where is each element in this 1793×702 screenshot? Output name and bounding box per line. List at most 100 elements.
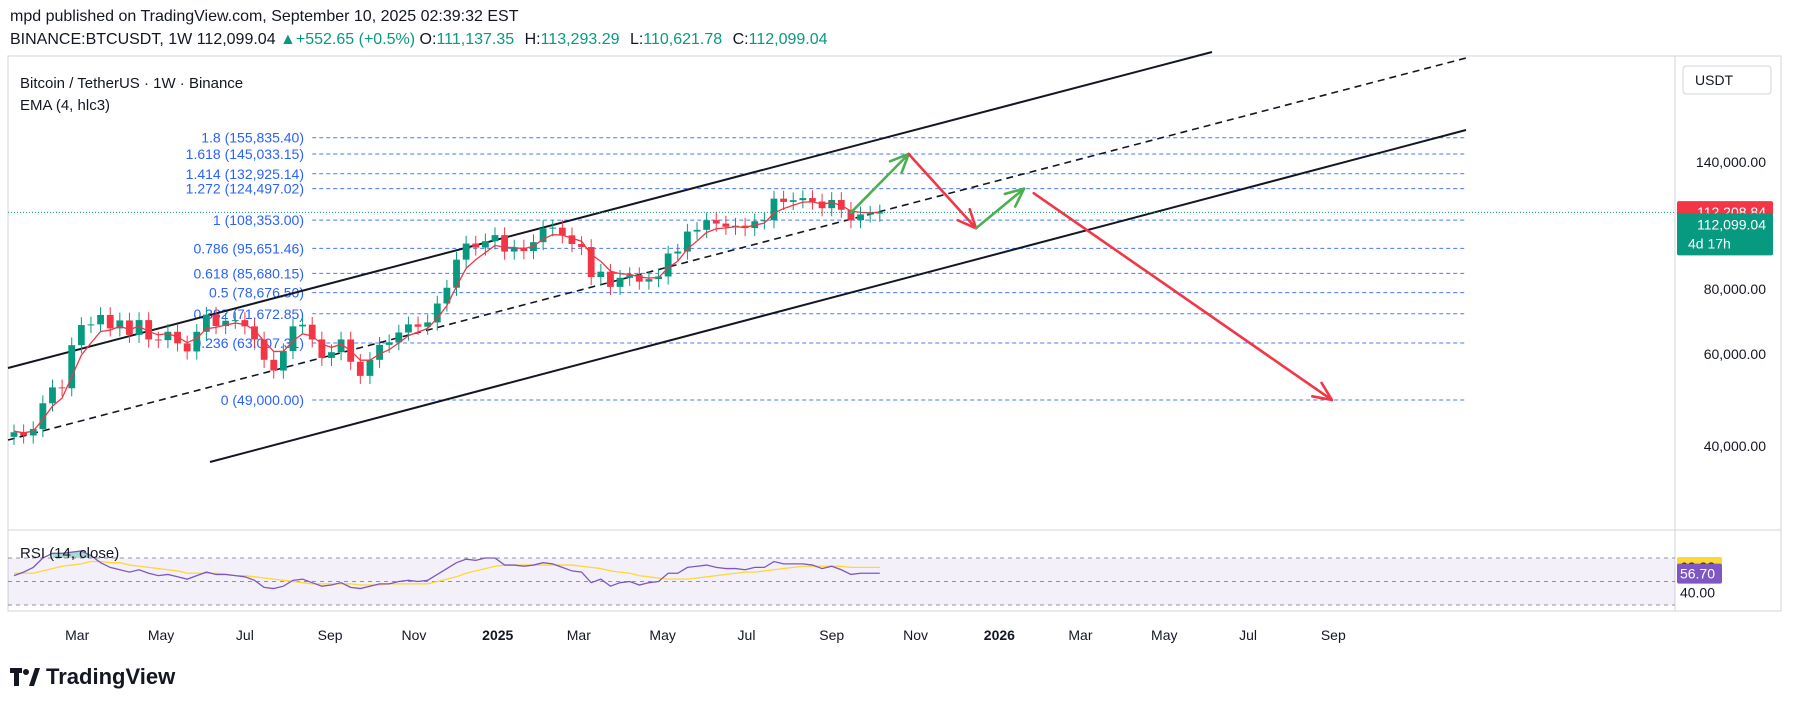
candle-body bbox=[106, 314, 114, 329]
fib-level-label: 1.272 (124,497.02) bbox=[186, 181, 304, 197]
time-tick-label: Sep bbox=[819, 627, 844, 643]
candle-body bbox=[231, 320, 239, 322]
candlestick-series bbox=[10, 190, 884, 445]
high-label: H: bbox=[524, 31, 541, 48]
publisher-line: mpd published on TradingView.com, Septem… bbox=[10, 8, 519, 25]
currency-label: USDT bbox=[1695, 72, 1734, 88]
candle-body bbox=[876, 212, 884, 214]
channel-lower-line bbox=[209, 129, 1467, 463]
candle-body bbox=[578, 244, 585, 248]
time-tick-label: Nov bbox=[903, 627, 928, 643]
candle-body bbox=[39, 403, 47, 430]
last-price-tag-label: 112,099.04 bbox=[1697, 216, 1766, 232]
candle-body bbox=[866, 213, 874, 215]
rsi-band bbox=[8, 557, 1675, 606]
candle-body bbox=[97, 314, 104, 325]
projection-arrow-red bbox=[1032, 191, 1334, 402]
price-tick-label: 140,000.00 bbox=[1696, 154, 1766, 170]
close-value: 112,099.04 bbox=[748, 31, 828, 48]
candle-body bbox=[809, 198, 816, 202]
projection-arrow-green bbox=[849, 152, 910, 214]
candle-body bbox=[29, 429, 37, 436]
open-value: 111,137.35 bbox=[436, 31, 515, 48]
candle-body bbox=[356, 361, 364, 376]
legend-title: Bitcoin / TetherUS · 1W · Binance bbox=[20, 75, 243, 92]
candle-body bbox=[328, 352, 335, 358]
candle-body bbox=[433, 303, 441, 323]
candle-body bbox=[501, 235, 509, 252]
time-tick-label: Mar bbox=[1068, 627, 1092, 643]
candle-body bbox=[857, 214, 864, 221]
time-tick-label: Mar bbox=[567, 627, 591, 643]
logo-text: TradingView bbox=[46, 664, 176, 689]
candle-body bbox=[212, 314, 220, 327]
fib-level-label: 0 (49,000.00) bbox=[221, 392, 304, 408]
candle-body bbox=[645, 279, 653, 282]
price-axis[interactable]: 140,000.00100,000.0080,000.0060,000.0040… bbox=[1677, 154, 1773, 600]
rsi-tick-label: 40.00 bbox=[1680, 584, 1715, 600]
candle-body bbox=[703, 220, 711, 230]
candle-body bbox=[693, 229, 701, 232]
time-tick-label: May bbox=[649, 627, 675, 643]
candle-body bbox=[279, 351, 287, 371]
chart-frame bbox=[7, 55, 1782, 612]
candle-body bbox=[405, 324, 412, 333]
candle-body bbox=[193, 331, 201, 352]
candle-body bbox=[222, 320, 230, 327]
candle-body bbox=[145, 320, 153, 340]
candle-body bbox=[87, 324, 95, 326]
candle-body bbox=[299, 324, 306, 327]
arrow-head-icon bbox=[1310, 381, 1334, 402]
last-price-tag bbox=[1677, 213, 1773, 256]
candle-body bbox=[568, 235, 576, 245]
candle-body bbox=[760, 220, 768, 222]
low-label: L: bbox=[629, 31, 644, 48]
candle-body bbox=[770, 198, 778, 221]
close-label: C: bbox=[732, 31, 749, 48]
currency-button[interactable] bbox=[1682, 65, 1772, 95]
rsi-series bbox=[13, 550, 880, 590]
candle-body bbox=[722, 223, 730, 227]
symbol-ohlc-bar: BINANCE:BTCUSDT, 1W 112,099.04 ▲+552.65 … bbox=[10, 31, 834, 49]
candle-body bbox=[337, 339, 345, 353]
candle-body bbox=[270, 359, 278, 371]
low-value: 110,621.78 bbox=[643, 31, 723, 48]
candle-body bbox=[308, 324, 316, 340]
candle-body bbox=[780, 198, 787, 202]
ema-line bbox=[8, 201, 1675, 434]
candle-body bbox=[597, 271, 605, 277]
candle-body bbox=[626, 275, 634, 278]
candle-body bbox=[260, 339, 268, 360]
candle-body bbox=[116, 320, 124, 329]
candle-body bbox=[510, 247, 518, 252]
candle-body bbox=[203, 314, 210, 332]
legend-ema: EMA (4, hlc3) bbox=[20, 97, 110, 114]
time-tick-label: Sep bbox=[318, 627, 343, 643]
candle-body bbox=[395, 332, 403, 343]
symbol-label[interactable]: BINANCE:BTCUSDT, 1W bbox=[10, 31, 193, 48]
time-axis[interactable]: Mar May Jul Sep Nov 2025 Mar May Jul Sep Nov 2026 Ma… bbox=[65, 627, 1346, 643]
candle-body bbox=[539, 228, 547, 243]
time-tick-label: May bbox=[1151, 627, 1177, 643]
candle-body bbox=[462, 243, 470, 260]
fib-level-label: 0.236 (63,007.31) bbox=[193, 335, 304, 351]
candle-body bbox=[376, 344, 383, 360]
candle-body bbox=[616, 277, 624, 287]
bar-countdown-label: 4d 17h bbox=[1688, 235, 1731, 251]
candle-body bbox=[58, 387, 66, 389]
time-tick-label: May bbox=[148, 627, 174, 643]
rsi-legend: RSI (14, close) bbox=[20, 545, 119, 562]
fib-level-label: 1 (108,353.00) bbox=[213, 212, 304, 228]
time-tick-label: Jul bbox=[236, 627, 254, 643]
fib-level-label: 1.414 (132,925.14) bbox=[186, 166, 304, 182]
fib-level-label: 0.382 (71,672.85) bbox=[193, 306, 304, 322]
rsi-polyline bbox=[13, 550, 880, 590]
candle-body bbox=[491, 235, 499, 242]
time-tick-label: Sep bbox=[1321, 627, 1346, 643]
candle-body bbox=[684, 231, 691, 252]
tradingview-logo[interactable]: TradingView bbox=[10, 664, 175, 690]
candle-body bbox=[453, 259, 460, 288]
candle-body bbox=[818, 201, 826, 209]
candle-body bbox=[135, 320, 143, 335]
